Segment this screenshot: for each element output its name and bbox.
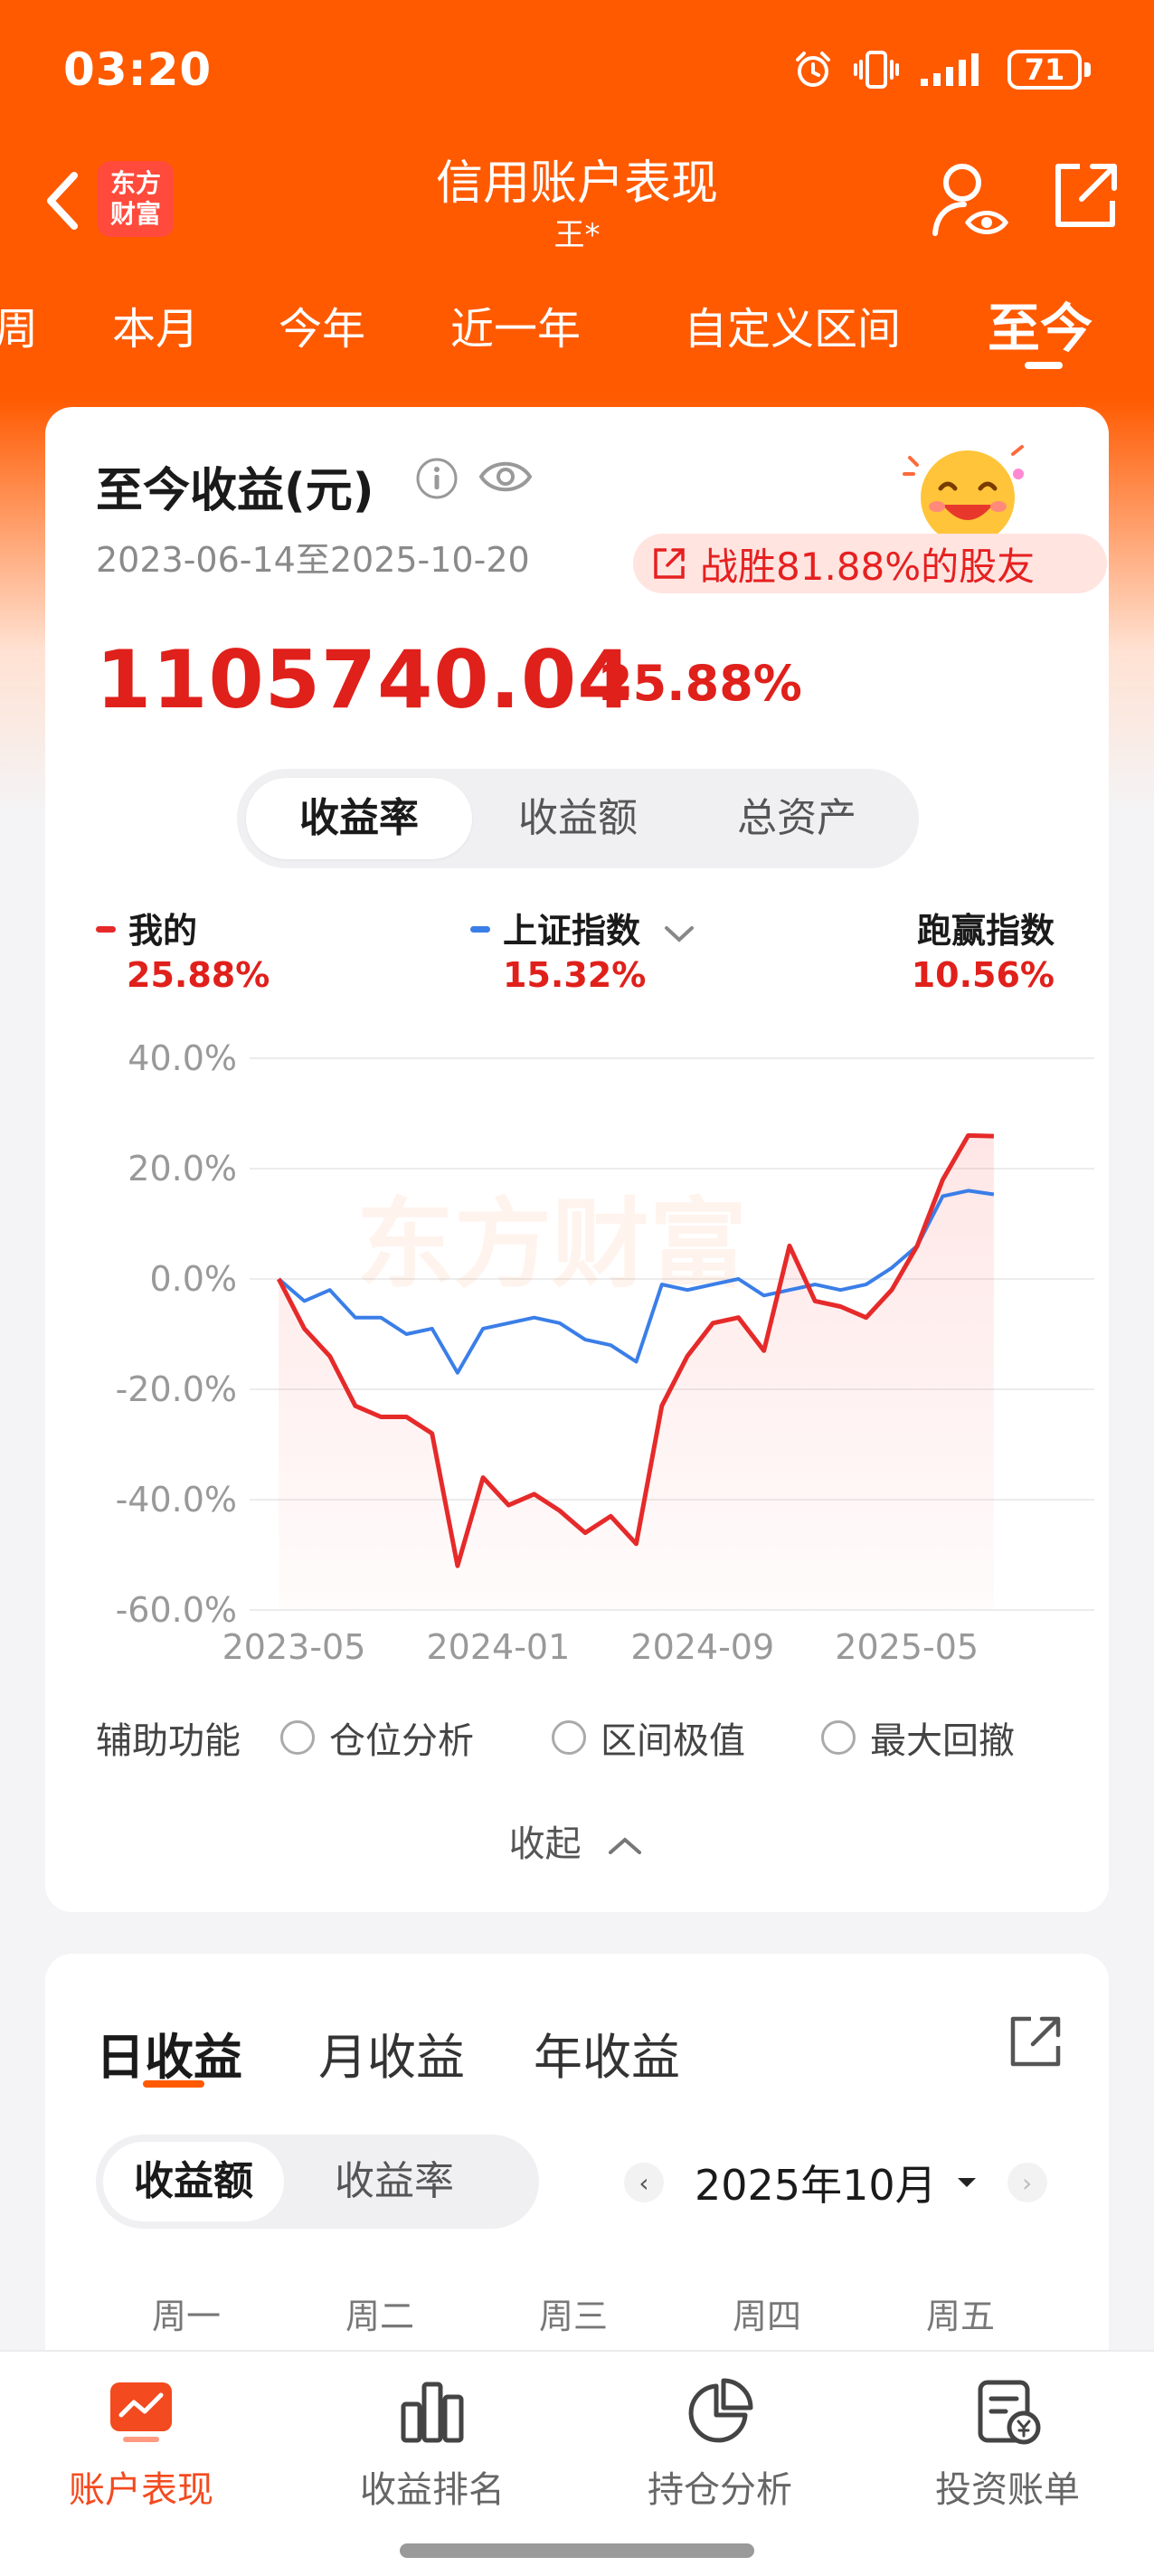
active-tab-indicator: [1025, 362, 1063, 369]
chevron-down-icon: [665, 925, 695, 942]
share-icon[interactable]: [1049, 159, 1121, 232]
bar-chart-icon: [401, 2382, 464, 2443]
laughing-emoji-icon: [903, 445, 1024, 545]
tab-custom-range[interactable]: 自定义区间: [684, 304, 902, 355]
returns-metric-toggle: 收益额 收益率: [96, 2135, 539, 2229]
y-tick-label: 20.0%: [128, 1149, 237, 1189]
y-tick-label: -60.0%: [116, 1590, 237, 1630]
y-tick-label: 0.0%: [149, 1259, 237, 1299]
legend-mine: 我的: [96, 903, 197, 952]
tab-rate[interactable]: 收益率: [335, 2158, 454, 2204]
profit-title: 至今收益(元): [96, 464, 374, 518]
user-eye-icon[interactable]: [932, 159, 1009, 241]
nav-account-performance[interactable]: 账户表现: [42, 2375, 241, 2513]
date-range: 2023-06-14至2025-10-20: [96, 540, 530, 580]
share-icon[interactable]: [1006, 2012, 1065, 2071]
account-holder-name: 王*: [553, 217, 601, 253]
tab-to-date[interactable]: 至今: [988, 298, 1093, 359]
tab-total-assets[interactable]: 总资产: [737, 795, 856, 841]
profit-amount: 1105740.04: [96, 633, 634, 726]
bill-icon: [978, 2380, 1041, 2445]
signal-icon: [921, 53, 979, 86]
tab-daily-returns[interactable]: 日收益: [96, 2029, 242, 2086]
x-tick-label: 2023-05: [222, 1627, 366, 1664]
status-time: 03:20: [63, 43, 213, 96]
nav-investment-bill[interactable]: 投资账单: [908, 2375, 1107, 2513]
pie-chart-icon: [688, 2378, 753, 2443]
info-icon[interactable]: [414, 456, 459, 501]
caret-down-icon[interactable]: [953, 2174, 980, 2192]
legend-index[interactable]: 上证指数: [470, 903, 697, 952]
bottom-navigation: 账户表现 收益排名 持仓分析 投资账单: [0, 2350, 1154, 2576]
collapse-button[interactable]: 收起: [45, 1814, 1109, 1867]
legend-outperform: 跑赢指数: [916, 911, 1055, 951]
legend-mine-value: 25.88%: [127, 955, 270, 995]
tab-last-year[interactable]: 近一年: [450, 304, 582, 355]
tab-amount[interactable]: 收益额: [103, 2142, 284, 2221]
month-label[interactable]: 2025年10月: [695, 2161, 937, 2210]
page-title: 信用账户表现: [435, 156, 718, 211]
nav-header: 东方 财富 信用账户表现 王*: [0, 145, 1154, 271]
weekday-label: 周一: [152, 2297, 222, 2336]
chart-metric-toggle: 收益率 收益额 总资产: [237, 769, 919, 868]
nav-profit-ranking[interactable]: 收益排名: [333, 2375, 532, 2513]
battery-indicator: 71: [1007, 50, 1091, 90]
weekday-label: 周三: [539, 2297, 609, 2336]
share-small-icon: [654, 548, 685, 579]
legend-outperform-value: 10.56%: [911, 955, 1055, 995]
aux-position-analysis[interactable]: 仓位分析: [280, 1711, 474, 1764]
eye-icon[interactable]: [478, 454, 534, 499]
period-tabs: 周 本月 今年 近一年 自定义区间 至今: [0, 282, 1154, 382]
vibrate-icon: [854, 51, 899, 89]
tab-week[interactable]: 周: [0, 304, 39, 355]
returns-tab-indicator: [143, 2080, 204, 2088]
mine-series-line: [276, 1132, 994, 1568]
beat-peers-badge[interactable]: 战胜81.88%的股友: [633, 534, 1107, 593]
next-month-button[interactable]: ›: [1007, 2163, 1047, 2202]
nav-holdings-analysis[interactable]: 持仓分析: [620, 2375, 819, 2513]
weekday-label: 周二: [345, 2297, 415, 2336]
mine-area-fill: [279, 1135, 994, 1610]
y-tick-label: -20.0%: [116, 1369, 237, 1409]
eastmoney-logo: 东方 财富: [98, 161, 174, 237]
x-tick-label: 2025-05: [835, 1627, 979, 1664]
performance-chart-icon: [110, 2382, 172, 2442]
weekday-label: 周五: [926, 2297, 996, 2336]
tab-this-year[interactable]: 今年: [279, 304, 366, 355]
tab-monthly-returns[interactable]: 月收益: [318, 2029, 465, 2086]
tab-this-month[interactable]: 本月: [112, 304, 200, 355]
profit-rate: 25.88%: [599, 655, 802, 712]
performance-card: 至今收益(元) 2023-06-14至2025-10-20 战胜81.88%的股…: [45, 407, 1109, 1912]
y-tick-label: -40.0%: [116, 1480, 237, 1520]
tab-return-amount[interactable]: 收益额: [518, 795, 638, 841]
tab-yearly-returns[interactable]: 年收益: [534, 2029, 680, 2086]
y-tick-label: 40.0%: [128, 1038, 237, 1078]
index-series-line: [277, 1189, 995, 1375]
month-selector: ‹ 2025年10月 ›: [624, 2142, 1047, 2223]
battery-level: 71: [1007, 50, 1082, 90]
x-tick-label: 2024-09: [630, 1627, 774, 1664]
return-chart[interactable]: 东方财富 40.0% 20.0% 0.0% -20.0% -40.0% -60.0% 20…: [45, 1013, 1109, 1664]
alarm-icon: [796, 52, 830, 87]
status-bar: 03:20 71: [0, 0, 1154, 145]
chart-watermark: 东方财富: [356, 1189, 747, 1302]
weekday-label: 周四: [733, 2297, 802, 2336]
chevron-up-icon: [609, 1837, 642, 1854]
prev-month-button[interactable]: ‹: [624, 2163, 664, 2202]
back-arrow-icon[interactable]: [36, 165, 90, 237]
tab-return-rate[interactable]: 收益率: [246, 778, 472, 859]
aux-max-drawdown[interactable]: 最大回撤: [821, 1711, 1015, 1764]
legend-index-value: 15.32%: [503, 955, 647, 995]
aux-range-extreme[interactable]: 区间极值: [552, 1711, 745, 1764]
aux-label: 辅助功能: [96, 1720, 241, 1762]
x-tick-label: 2024-01: [427, 1627, 571, 1664]
home-indicator: [400, 2543, 754, 2558]
beat-peers-text: 战胜81.88%的股友: [700, 544, 1036, 589]
status-icons: 71: [792, 49, 1091, 90]
